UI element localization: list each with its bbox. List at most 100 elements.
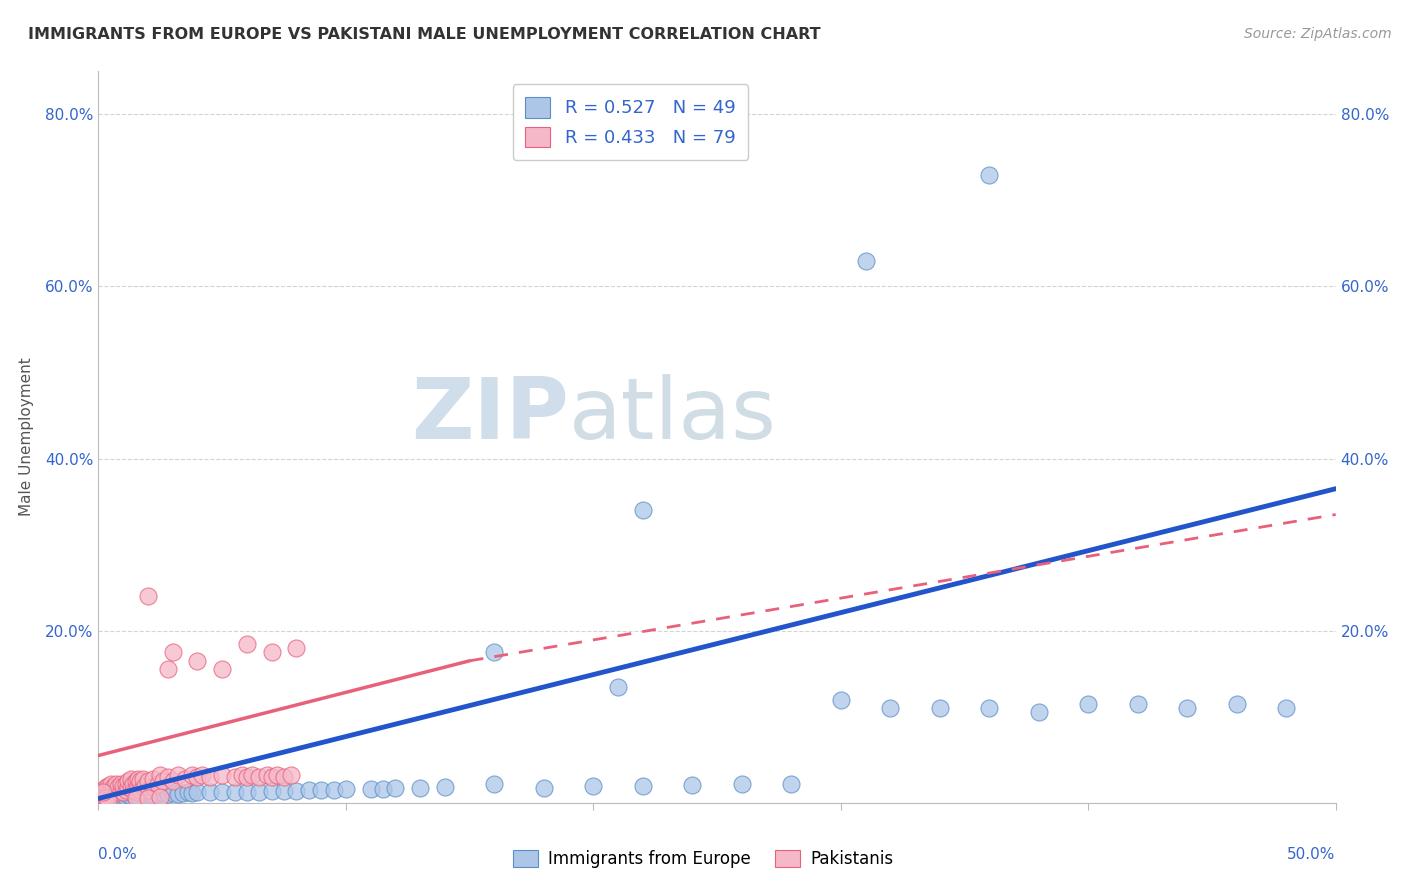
Point [132,780,155,795]
Point [136,774,159,789]
Point [110,790,132,805]
Point [152,786,174,800]
Point [127,779,149,793]
Point [607,680,630,694]
Text: 50.0%: 50.0% [1288,847,1336,862]
Legend: Immigrants from Europe, Pakistanis: Immigrants from Europe, Pakistanis [506,843,900,875]
Point [224,770,246,784]
Point [979,168,1001,182]
Point [156,662,179,676]
Point [114,777,136,791]
Point [162,774,184,789]
Point [124,774,146,789]
Point [117,774,139,789]
Point [681,778,703,792]
Text: ZIP: ZIP [411,374,568,457]
Point [124,780,146,795]
Point [181,768,204,782]
Point [136,790,159,805]
Point [309,783,332,797]
Point [94,791,117,805]
Point [631,779,654,793]
Point [122,777,145,791]
Point [149,768,172,782]
Point [107,785,129,799]
Point [260,645,283,659]
Point [384,781,406,796]
Point [142,772,165,786]
Point [127,772,149,786]
Point [162,645,184,659]
Point [360,782,382,797]
Point [260,770,283,784]
Point [132,772,155,786]
Point [533,781,555,796]
Y-axis label: Male Unemployment: Male Unemployment [18,358,34,516]
Point [181,786,204,800]
Point [94,789,117,803]
Point [879,701,901,715]
Point [236,637,259,651]
Point [117,780,139,795]
Point [103,785,125,799]
Point [114,783,136,797]
Point [1028,706,1050,720]
Point [124,791,146,805]
Point [166,768,188,782]
Point [162,786,184,800]
Point [186,654,208,668]
Point [231,768,253,782]
Point [371,782,394,797]
Legend: R = 0.527   N = 49, R = 0.433   N = 79: R = 0.527 N = 49, R = 0.433 N = 79 [513,84,748,160]
Point [120,789,142,803]
Point [146,787,169,801]
Point [93,783,115,797]
Point [124,789,146,804]
Point [186,770,208,784]
Point [136,589,159,603]
Point [120,772,142,786]
Point [280,768,302,782]
Point [112,779,135,793]
Point [110,783,132,797]
Point [236,784,259,798]
Point [100,787,122,801]
Point [211,784,233,798]
Point [120,779,142,793]
Point [1077,697,1099,711]
Point [176,785,198,799]
Point [112,789,135,803]
Point [198,770,221,784]
Point [112,785,135,799]
Point [631,503,654,517]
Point [224,784,246,798]
Point [855,253,877,268]
Point [94,780,117,795]
Point [93,789,115,803]
Point [211,662,233,676]
Point [582,779,605,793]
Point [132,788,155,802]
Point [198,785,221,799]
Point [979,701,1001,715]
Point [100,777,122,791]
Point [112,785,135,799]
Point [97,793,120,807]
Point [273,783,295,797]
Point [142,780,165,795]
Point [114,789,136,804]
Text: IMMIGRANTS FROM EUROPE VS PAKISTANI MALE UNEMPLOYMENT CORRELATION CHART: IMMIGRANTS FROM EUROPE VS PAKISTANI MALE… [28,27,821,42]
Point [93,785,115,799]
Point [100,787,122,801]
Point [122,783,145,797]
Point [285,640,308,655]
Point [104,791,127,805]
Point [97,779,120,793]
Point [156,787,179,801]
Point [240,768,263,782]
Text: Source: ZipAtlas.com: Source: ZipAtlas.com [1244,27,1392,41]
Point [335,782,357,797]
Point [93,791,115,805]
Point [285,783,308,797]
Point [103,780,125,795]
